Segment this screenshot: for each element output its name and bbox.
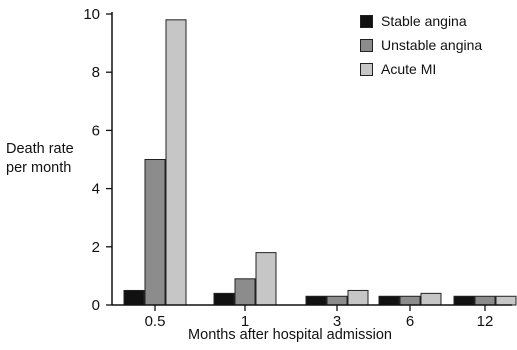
legend-label-acute-mi: Acute MI [381,61,437,77]
x-tick-label: 3 [333,313,341,330]
bar-stable-angina-6 [378,295,400,306]
bar-unstable-angina-1 [234,278,256,306]
x-tick-label: 12 [477,313,494,330]
bar-acute-mi-1 [255,252,277,306]
bar-acute-mi-3 [347,289,369,306]
bar-unstable-angina-3 [326,295,348,306]
bar-unstable-angina-6 [399,295,421,306]
legend-swatch-unstable-angina [360,39,373,52]
y-tick-label: 10 [83,6,100,23]
x-axis-title: Months after hospital admission [188,327,392,343]
bar-acute-mi-0-5 [165,19,187,306]
bar-stable-angina-0-5 [123,289,145,306]
y-axis-title-line-2: per month [6,160,72,176]
bar-stable-angina-3 [305,295,327,306]
x-tick-label: 6 [406,313,414,330]
x-tick-label: 0.5 [145,313,166,330]
bar-stable-angina-1 [213,292,235,306]
y-tick-label: 2 [92,239,100,256]
x-tick-label: 1 [241,313,249,330]
bar-unstable-angina-12 [474,295,496,306]
bar-acute-mi-6 [420,292,442,306]
bar-unstable-angina-0-5 [144,159,166,306]
bar-stable-angina-12 [453,295,475,306]
legend-label-stable-angina: Stable angina [381,13,467,29]
y-tick-label: 6 [92,122,100,139]
y-tick-label: 0 [92,297,100,314]
legend-label-unstable-angina: Unstable angina [381,37,483,53]
y-tick-label: 8 [92,64,100,81]
legend-swatch-acute-mi [360,63,373,76]
y-tick-label: 4 [92,181,100,198]
bar-acute-mi-12 [495,295,517,306]
y-axis-title-line-1: Death rate [6,141,74,157]
legend-swatch-stable-angina [360,15,373,28]
